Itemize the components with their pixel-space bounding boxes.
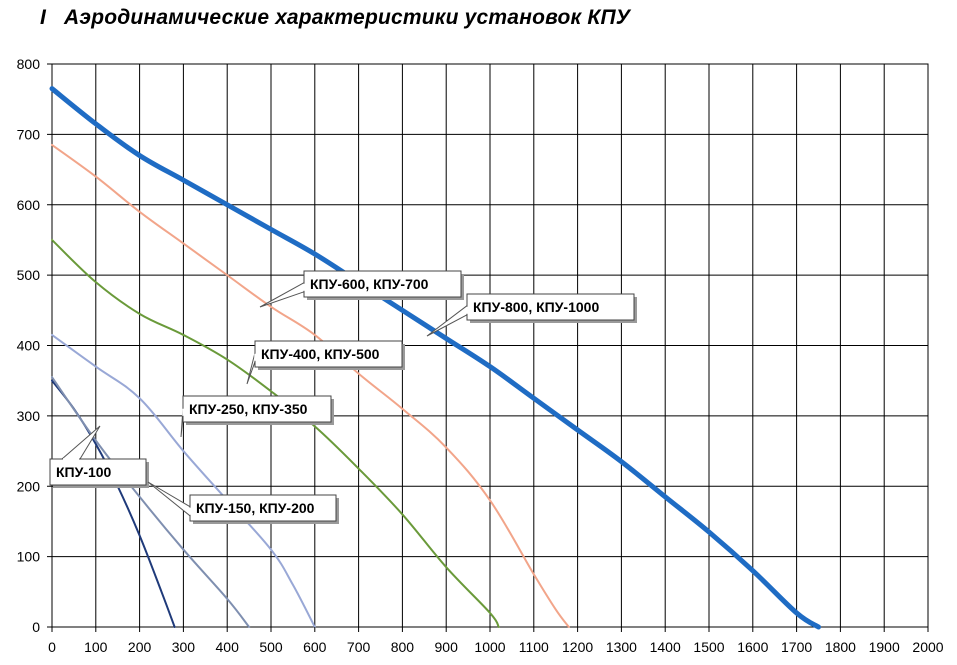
x-tick-label: 1800	[825, 639, 856, 655]
series-line-2	[51, 333, 316, 628]
x-tick-label: 1400	[650, 639, 681, 655]
x-tick-label: 300	[172, 639, 196, 655]
x-tick-label: 900	[435, 639, 459, 655]
callout-box	[189, 494, 337, 522]
callout-label: КПУ-600, КПУ-700	[310, 276, 429, 292]
callout-5: КПУ-800, КПУ-1000	[426, 293, 637, 337]
chart-callouts: КПУ-100 КПУ-150, КПУ-200 КПУ-250, КПУ-350 К…	[49, 270, 637, 524]
y-tick-label: 700	[17, 126, 41, 142]
x-tick-label: 600	[303, 639, 327, 655]
x-tick-label: 1600	[737, 639, 768, 655]
x-tick-label: 100	[84, 639, 108, 655]
x-tick-label: 1500	[693, 639, 724, 655]
y-tick-label: 800	[17, 56, 41, 72]
callout-box	[182, 395, 332, 423]
chart-title: I Аэродинамические характеристики установ…	[40, 6, 630, 30]
callout-box	[466, 293, 635, 321]
y-tick-label: 200	[17, 478, 41, 494]
x-tick-label: 1300	[606, 639, 637, 655]
x-tick-label: 1200	[562, 639, 593, 655]
x-tick-label: 400	[216, 639, 240, 655]
callout-3: КПУ-400, КПУ-500	[246, 340, 405, 385]
callout-label: КПУ-100	[56, 464, 112, 480]
x-tick-label: 200	[128, 639, 152, 655]
x-tick-label: 500	[259, 639, 283, 655]
x-tick-label: 1000	[474, 639, 505, 655]
x-tick-label: 1900	[869, 639, 900, 655]
y-tick-label: 300	[17, 408, 41, 424]
y-tick-label: 500	[17, 267, 41, 283]
callout-box	[49, 458, 147, 486]
y-tick-label: 100	[17, 549, 41, 565]
chart-grid	[51, 63, 929, 628]
x-tick-label: 800	[391, 639, 415, 655]
chart-ticks: 0 100 200 300 400 500 600 700 800 900 1000 1100 1200…	[17, 56, 944, 655]
y-tick-label: 400	[17, 338, 41, 354]
series-line-1	[51, 376, 251, 628]
callout-label: КПУ-800, КПУ-1000	[473, 299, 599, 315]
callout-label: КПУ-400, КПУ-500	[261, 346, 380, 362]
callout-label: КПУ-150, КПУ-200	[196, 500, 315, 516]
callout-2: КПУ-250, КПУ-350	[180, 395, 334, 438]
x-tick-label: 1700	[781, 639, 812, 655]
series-line-5	[49, 86, 821, 630]
callout-label: КПУ-250, КПУ-350	[189, 401, 308, 417]
x-tick-label: 0	[48, 639, 56, 655]
callout-0: КПУ-100	[49, 425, 149, 488]
callout-box	[254, 340, 403, 368]
x-tick-label: 1100	[519, 639, 549, 655]
callout-box	[303, 270, 462, 298]
chart-title-number: I	[40, 6, 47, 29]
y-tick-label: 600	[17, 197, 41, 213]
y-tick-label: 0	[32, 619, 40, 635]
x-tick-label: 2000	[912, 639, 943, 655]
callout-4: КПУ-600, КПУ-700	[259, 270, 464, 308]
x-tick-label: 700	[347, 639, 371, 655]
chart-title-text: Аэродинамические характеристики установо…	[64, 6, 631, 29]
callout-1: КПУ-150, КПУ-200	[147, 481, 339, 524]
